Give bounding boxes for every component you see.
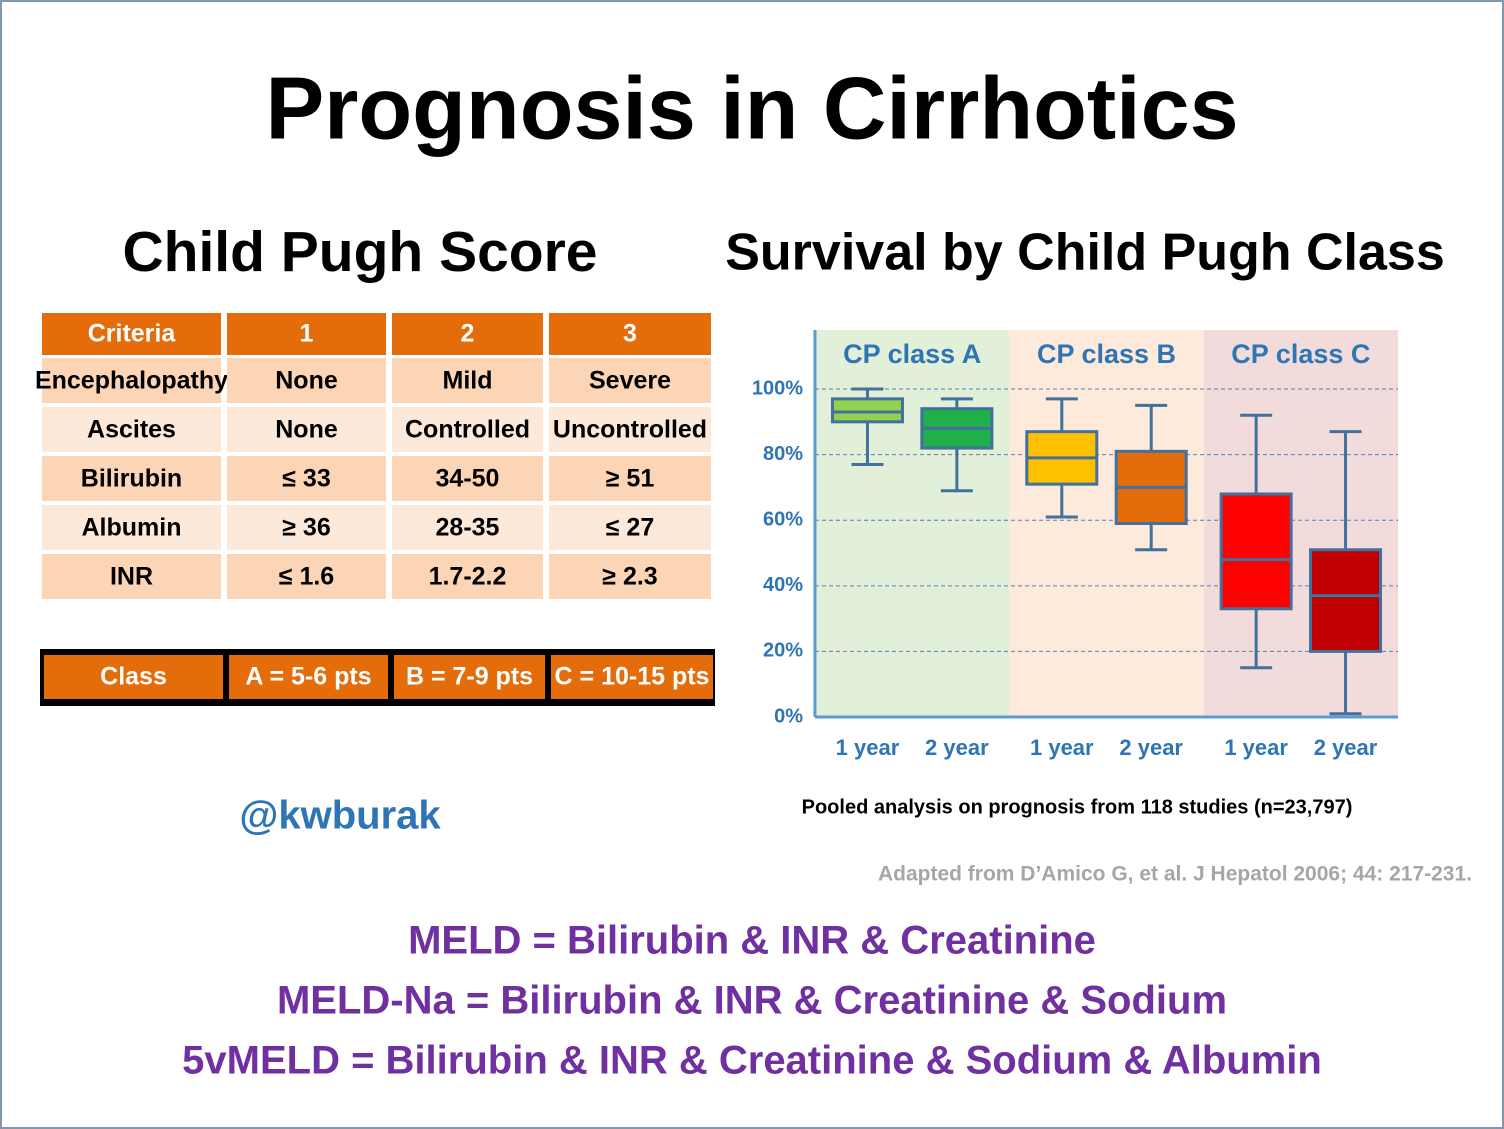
cell-text: None	[275, 367, 338, 395]
table-cell	[549, 358, 711, 403]
x-tick-label: 2 year	[1119, 735, 1183, 760]
y-tick-label: 40%	[763, 574, 803, 596]
cell-text: ≥ 2.3	[602, 563, 657, 591]
cell-text: Mild	[443, 367, 493, 395]
cell-text: ≤ 27	[606, 514, 654, 542]
table-cell	[227, 407, 386, 452]
table-cell	[392, 505, 543, 550]
header-text: 2	[461, 320, 475, 348]
cell-text: Encephalopathy	[35, 367, 228, 395]
table-cell	[549, 554, 711, 599]
table-cell	[42, 554, 221, 599]
header-text: Criteria	[88, 320, 177, 348]
group-label: CP class C	[1231, 339, 1370, 369]
table-cell	[392, 358, 543, 403]
table-cell	[227, 554, 386, 599]
table-cell	[42, 358, 221, 403]
box	[1309, 548, 1383, 653]
table-cell	[42, 505, 221, 550]
cell-text: ≥ 36	[282, 514, 330, 542]
table-cell	[227, 358, 386, 403]
group-shade	[815, 330, 1010, 717]
header-text: 1	[300, 320, 314, 348]
meld-line: MELD = Bilirubin & INR & Creatinine	[408, 919, 1096, 963]
class-text: C = 10-15 pts	[555, 663, 710, 691]
y-tick-label: 60%	[763, 509, 803, 531]
header-text: 3	[623, 320, 637, 348]
table-cell	[549, 505, 711, 550]
header-cell	[549, 313, 711, 355]
group-label: CP class B	[1037, 339, 1176, 369]
table-cell	[42, 407, 221, 452]
meld-line: 5vMELD = Bilirubin & INR & Creatinine & …	[182, 1039, 1322, 1083]
cell-text: Ascites	[87, 416, 176, 444]
x-tick-label: 2 year	[1314, 735, 1378, 760]
table-cell	[549, 407, 711, 452]
table-cell	[392, 456, 543, 501]
cell-text: Albumin	[82, 514, 182, 542]
table-cell	[42, 456, 221, 501]
cell-text: Controlled	[405, 416, 530, 444]
table-cell	[392, 554, 543, 599]
cell-text: ≥ 51	[606, 465, 655, 493]
cell-text: INR	[110, 563, 153, 591]
cell-text: None	[275, 416, 338, 444]
cell-text: Bilirubin	[81, 465, 182, 493]
class-cell	[44, 655, 223, 699]
class-text: A = 5-6 pts	[245, 663, 371, 691]
cell-text: 1.7-2.2	[429, 563, 507, 591]
y-tick-label: 80%	[763, 443, 803, 465]
x-tick-label: 1 year	[1224, 735, 1288, 760]
group-label: CP class A	[843, 339, 981, 369]
box	[830, 397, 904, 424]
cell-text: ≤ 33	[282, 465, 330, 493]
handle: @kwburak	[239, 794, 441, 838]
cell-text: 28-35	[436, 514, 500, 542]
y-tick-label: 20%	[763, 640, 803, 662]
chart-caption: Pooled analysis on prognosis from 118 st…	[802, 796, 1353, 818]
box	[1219, 492, 1293, 611]
cell-text: Uncontrolled	[553, 416, 707, 444]
header-cell	[227, 313, 386, 355]
class-text: Class	[100, 663, 167, 691]
class-cell	[551, 655, 713, 699]
x-tick-label: 2 year	[925, 735, 989, 760]
x-tick-label: 1 year	[1030, 735, 1094, 760]
x-tick-label: 1 year	[836, 735, 900, 760]
y-tick-label: 100%	[752, 377, 803, 399]
meld-line: MELD-Na = Bilirubin & INR & Creatinine &…	[277, 979, 1227, 1023]
slide-title: Prognosis in Cirrhotics	[265, 58, 1238, 157]
class-cell	[229, 655, 388, 699]
cell-text: Severe	[589, 367, 671, 395]
citation: Adapted from D’Amico G, et al. J Hepatol…	[878, 863, 1472, 886]
table-cell	[227, 456, 386, 501]
class-cell	[394, 655, 545, 699]
table-cell	[549, 456, 711, 501]
class-text: B = 7-9 pts	[406, 663, 533, 691]
header-cell	[392, 313, 543, 355]
table-title: Child Pugh Score	[122, 220, 597, 284]
cell-text: 34-50	[436, 465, 500, 493]
cell-text: ≤ 1.6	[279, 563, 334, 591]
table-cell	[392, 407, 543, 452]
y-tick-label: 0%	[774, 705, 803, 727]
chart-title: Survival by Child Pugh Class	[725, 224, 1445, 282]
header-cell	[42, 313, 221, 355]
table-cell	[227, 505, 386, 550]
